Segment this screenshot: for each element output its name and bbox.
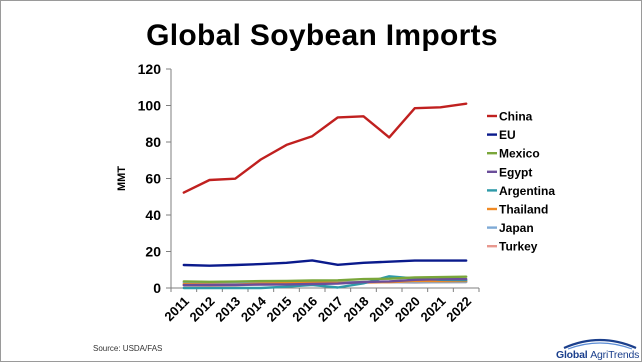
y-axis-label: MMT [116,166,128,191]
logo-arc-icon [563,338,637,350]
x-tick-label: 2013 [212,294,243,325]
legend-label-turkey: Turkey [499,240,538,254]
logo-sub: AgriTrends [590,349,640,361]
chart-title: Global Soybean Imports [146,19,498,52]
chart-series [182,102,468,290]
x-tick-label: 2020 [392,294,423,325]
x-tick-label: 2019 [366,294,397,325]
legend-label-egypt: Egypt [499,165,532,179]
x-tick-label: 2016 [289,294,320,325]
series-line-egypt [182,277,468,287]
x-tick-label: 2012 [187,294,218,325]
x-tick-label: 2021 [418,294,449,325]
y-tick-label: 20 [145,244,161,260]
chart-legend: China EU Mexico Egypt Argentina Thailand Japan… [487,110,555,254]
series-line-mexico [182,275,468,283]
series-line-eu [182,259,468,267]
legend-label-eu: EU [499,128,516,142]
source-note: Source: USDA/FAS [93,344,163,353]
y-tick-label: 0 [153,280,161,296]
logo-brand: Global [556,349,588,361]
y-tick-label: 120 [138,61,162,77]
x-tick-label: 2018 [341,294,372,325]
y-tick-label: 60 [145,171,161,187]
legend-label-japan: Japan [499,221,534,235]
legend-label-china: China [499,110,533,124]
x-tick-label: 2017 [315,294,346,325]
x-tick-label: 2011 [161,294,192,325]
x-tick-label: 2014 [238,293,270,325]
legend-label-argentina: Argentina [499,184,555,198]
y-tick-label: 100 [138,98,162,114]
logo-text: Global AgriTrends [556,349,642,361]
legend-label-mexico: Mexico [499,147,540,161]
y-tick-label: 80 [145,134,161,150]
y-tick-label: 40 [145,207,161,223]
x-tick-label: 2022 [443,294,474,325]
global-agritrends-logo: Global AgriTrends [556,332,642,363]
x-tick-label: 2015 [264,294,295,325]
series-line-china [182,102,468,194]
legend-label-thailand: Thailand [499,203,548,217]
